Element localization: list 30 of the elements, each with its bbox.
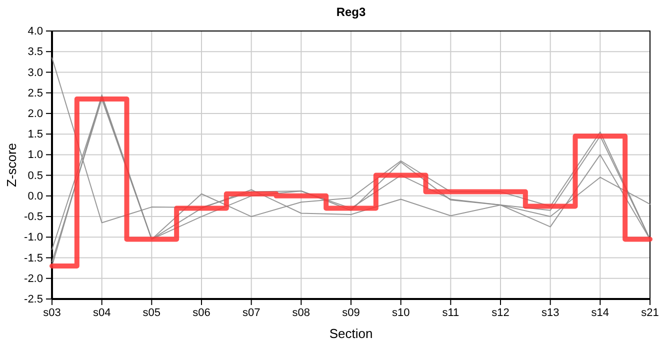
y-tick-label: 0.0 xyxy=(28,190,43,202)
y-tick-label: 4.0 xyxy=(28,26,43,38)
x-tick-label: s04 xyxy=(92,306,111,319)
x-tick-label: s07 xyxy=(242,306,260,319)
y-tick-label: 1.5 xyxy=(28,128,43,141)
y-tick-label: 3.5 xyxy=(28,46,43,58)
y-tick-label: 0.5 xyxy=(28,170,43,182)
y-tick-label: -0.5 xyxy=(24,211,43,224)
x-tick-label: s09 xyxy=(342,306,360,319)
chart-title: Reg3 xyxy=(336,5,366,19)
x-tick-label: s12 xyxy=(492,306,510,319)
x-tick-label: s03 xyxy=(43,306,61,319)
x-tick-label: s13 xyxy=(541,306,560,319)
y-tick-label: -1.0 xyxy=(24,232,43,244)
y-tick-label: 2.0 xyxy=(28,108,43,120)
y-tick-label: -2.0 xyxy=(24,272,43,285)
y-tick-label: 3.0 xyxy=(28,66,43,79)
x-tick-label: s06 xyxy=(192,306,210,319)
y-tick-label: 2.5 xyxy=(28,87,43,100)
y-tick-label: -1.5 xyxy=(24,252,43,264)
x-tick-label: s08 xyxy=(292,306,310,319)
x-tick-label: s14 xyxy=(591,306,610,319)
y-axis-title: Z-score xyxy=(4,142,19,188)
y-tick-label: 1.0 xyxy=(28,149,43,162)
x-tick-label: s11 xyxy=(442,306,460,319)
y-tick-label: -2.5 xyxy=(24,294,43,306)
x-tick-label: s21 xyxy=(641,306,659,319)
x-tick-label: s10 xyxy=(392,306,410,319)
x-axis-title: Section xyxy=(329,326,373,341)
x-tick-label: s05 xyxy=(142,306,161,319)
